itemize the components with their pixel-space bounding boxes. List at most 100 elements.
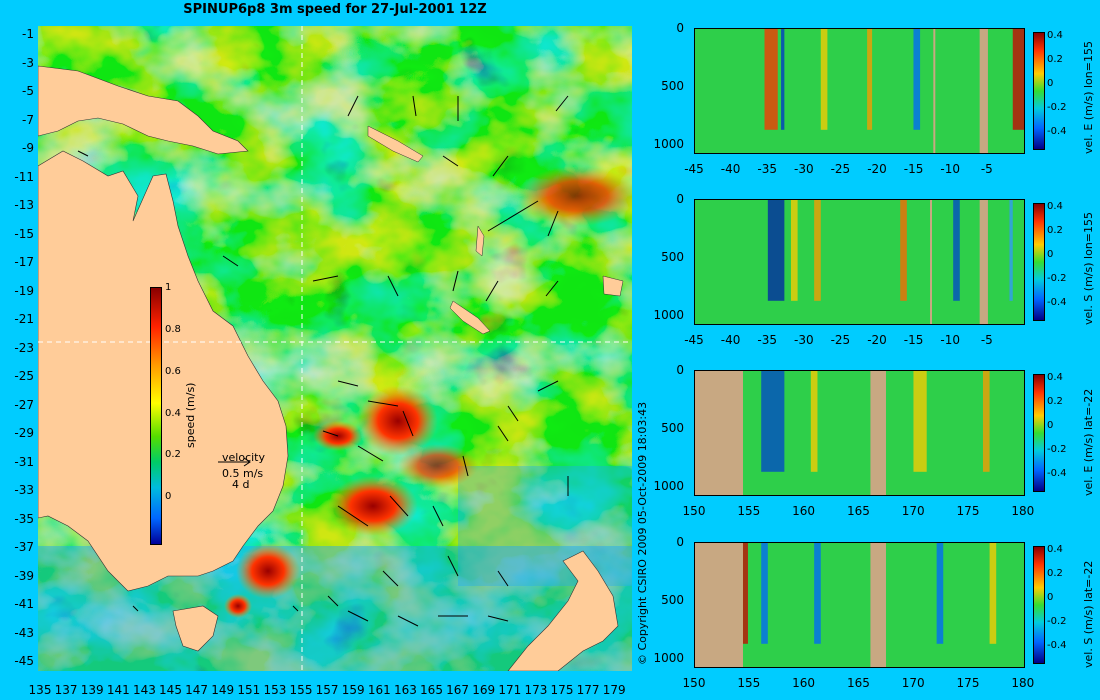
section-x-tick: 155	[737, 676, 761, 690]
eddy-hotspot	[518, 166, 632, 226]
velocity-band	[1012, 29, 1024, 130]
section-x-tick: -25	[830, 333, 851, 347]
section-colorbar	[1033, 203, 1045, 321]
section-x-tick: 180	[1011, 676, 1035, 690]
map-lat-tick: -7	[22, 112, 34, 127]
vanuatu-land	[475, 225, 485, 257]
map-lon-tick: 159	[341, 683, 365, 697]
section-colorbar-tick: 0.4	[1047, 372, 1063, 383]
velocity-band	[989, 543, 997, 644]
topography-mask	[870, 371, 886, 495]
map-lat-tick: -23	[14, 340, 34, 355]
eddy-hotspot	[236, 543, 300, 599]
section-x-tick: 170	[901, 676, 925, 690]
colorbar-tick: 0.4	[165, 408, 181, 419]
map-lon-tick: 173	[524, 683, 548, 697]
velocity-band	[764, 29, 778, 130]
section-colorbar-tick: 0	[1047, 420, 1054, 431]
speed-map	[38, 26, 632, 671]
section-x-tick: -35	[757, 162, 777, 176]
section-x-tick: -40	[720, 333, 741, 347]
section-x-tick: 150	[682, 676, 706, 690]
velocity-key-duration: 4 d	[232, 478, 250, 491]
section-colorbar-tick: -0.4	[1047, 640, 1067, 651]
map-lat-tick: -25	[14, 369, 34, 383]
section-colorbar-tick: -0.4	[1047, 126, 1067, 137]
map-lat-tick: -31	[14, 454, 34, 469]
section-x-tick: 160	[792, 504, 816, 518]
map-lat-tick: -45	[14, 654, 34, 668]
section-colorbar-tick: -0.4	[1047, 297, 1067, 308]
section-depth-tick: 1000	[653, 308, 684, 322]
section-colorbar-tick: 0.2	[1047, 396, 1063, 407]
section-x-tick: -15	[903, 333, 924, 347]
section-x-tick: 180	[1011, 504, 1035, 518]
map-lat-tick: -19	[14, 283, 34, 298]
section-colorbar-tick: 0.2	[1047, 568, 1063, 579]
section-x-tick: -20	[867, 333, 887, 347]
section-depth-tick: 0	[676, 21, 684, 35]
section-depth-tick: 500	[661, 250, 684, 264]
section-panel	[694, 28, 1025, 154]
section-panel	[694, 199, 1025, 325]
section-colorbar-tick: 0	[1047, 78, 1054, 89]
topography-mask	[979, 200, 988, 324]
section-depth-tick: 1000	[653, 479, 684, 493]
section-x-tick: 160	[792, 676, 816, 690]
section-depth-tick: 500	[661, 79, 684, 93]
section-x-tick: 155	[737, 504, 761, 518]
fiji-land	[602, 275, 624, 297]
map-lon-tick: 161	[367, 683, 391, 697]
section-colorbar	[1033, 32, 1045, 150]
topography-mask	[933, 29, 936, 153]
map-lon-tick: 163	[393, 683, 417, 697]
figure-title: SPINUP6p8 3m speed for 27-Jul-2001 12Z	[183, 2, 487, 17]
section-x-tick: 165	[846, 676, 870, 690]
section-colorbar	[1033, 374, 1045, 492]
section-colorbar-tick: 0.2	[1047, 54, 1063, 65]
section-colorbar-tick: 0.4	[1047, 30, 1063, 41]
map-lat-tick: -11	[14, 169, 34, 184]
section-x-tick: 170	[901, 504, 925, 518]
velocity-band	[913, 29, 921, 130]
topography-mask	[695, 371, 743, 495]
velocity-vectors	[77, 95, 569, 627]
section-depth-tick: 0	[676, 192, 684, 206]
map-lon-tick: 141	[106, 683, 130, 697]
map-lon-tick: 169	[472, 683, 496, 697]
section-label: vel. S (m/s) lat=-22	[1082, 560, 1095, 668]
section-colorbar-tick: -0.4	[1047, 468, 1067, 479]
map-lon-tick: 143	[132, 683, 156, 697]
section-x-tick: 175	[956, 504, 980, 518]
map-lat-tick: -21	[14, 312, 34, 326]
copyright-text: © Copyright CSIRO 2009 05-Oct-2009 18:03…	[636, 401, 649, 665]
new-caledonia-land	[449, 300, 491, 335]
section-x-tick: 150	[682, 504, 706, 518]
section-x-tick: -15	[903, 162, 924, 176]
solomon-land	[367, 125, 424, 163]
map-lat-tick: -43	[14, 625, 34, 640]
section-colorbar	[1033, 546, 1045, 664]
velocity-band	[781, 29, 785, 130]
velocity-band	[936, 543, 944, 644]
map-lon-tick: 175	[550, 683, 574, 697]
section-colorbar-tick: -0.2	[1047, 616, 1067, 627]
section-colorbar-tick: 0.2	[1047, 225, 1063, 236]
new-zealand-land	[507, 550, 619, 671]
section-x-tick: 175	[956, 676, 980, 690]
colorbar-label: speed (m/s)	[184, 382, 197, 448]
section-colorbar-tick: -0.2	[1047, 273, 1067, 284]
tasmania-land	[172, 605, 219, 652]
map-lat-tick: -17	[14, 255, 34, 269]
new-guinea-land	[38, 65, 249, 155]
section-x-tick: -45	[684, 162, 704, 176]
section-x-tick: -10	[940, 162, 960, 176]
section-colorbar-tick: 0	[1047, 592, 1054, 603]
section-colorbar-tick: 0.4	[1047, 544, 1063, 555]
velocity-band	[790, 200, 798, 301]
section-depth-tick: 0	[676, 535, 684, 549]
velocity-key-speed: 0.5 m/s	[222, 467, 264, 480]
australia-land	[38, 150, 289, 592]
section-x-tick: -40	[720, 162, 741, 176]
velocity-band	[982, 371, 990, 472]
